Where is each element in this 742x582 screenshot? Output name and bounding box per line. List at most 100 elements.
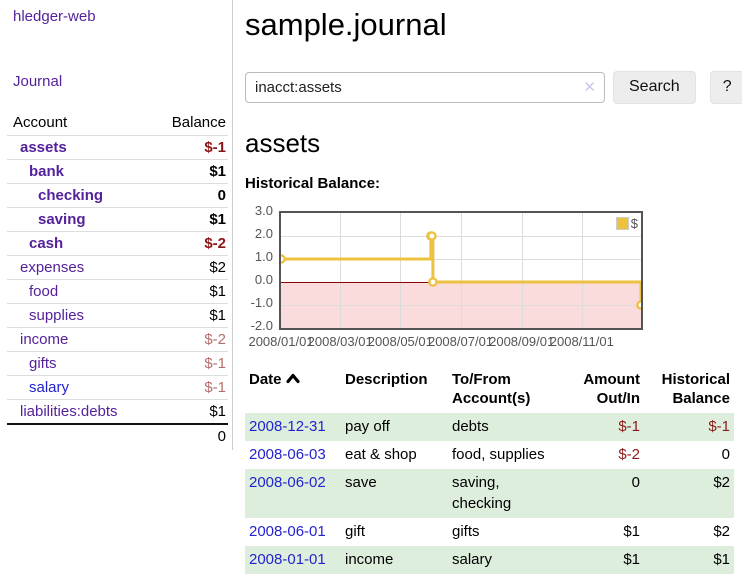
account-balance: $1	[209, 307, 226, 324]
balance-chart: $3.0 2.0 1.0 0.0 -1.0 -2.0 2008/01/01 2008/03/0…	[245, 203, 649, 356]
transaction-row: 2008-06-02 save saving, checking 0 $2	[245, 469, 734, 518]
transaction-row: 2008-06-03 eat & shop food, supplies $-2 0	[245, 441, 734, 469]
transaction-accounts: saving, checking	[452, 474, 512, 512]
transaction-accounts: salary	[452, 551, 493, 569]
chart-legend: $	[615, 215, 638, 231]
chart-plot-area: $	[279, 210, 643, 330]
account-row: expenses $2	[7, 255, 228, 280]
balance-column-header: Balance	[171, 114, 226, 131]
transaction-row: 2008-12-31 pay off debts $-1 $-1	[245, 412, 734, 442]
transaction-accounts: gifts	[452, 522, 480, 540]
account-balance: $2	[209, 259, 226, 276]
series-line	[281, 234, 641, 305]
transaction-accounts: food, supplies	[452, 446, 545, 464]
account-link[interactable]: gifts	[29, 355, 57, 372]
v-gridline	[521, 212, 523, 328]
register-body: 2008-12-31 pay off debts $-1 $-1 2008-06-03 ea…	[245, 412, 734, 575]
x-axis-tick-label: 2008/07/01	[427, 333, 494, 349]
transaction-date-link[interactable]: 2008-01-01	[249, 551, 326, 569]
account-link[interactable]: liabilities:debts	[20, 403, 118, 420]
sidebar: hledger-web Journal Account Balance asse…	[0, 0, 233, 450]
account-link[interactable]: food	[29, 283, 59, 300]
v-gridline	[340, 212, 342, 328]
x-axis-tick-label: 2008/03/01	[307, 333, 373, 349]
total-row: 0	[7, 424, 228, 448]
transaction-date-link[interactable]: 2008-06-02	[249, 474, 326, 492]
data-point-marker	[281, 254, 286, 264]
transaction-description: gift	[345, 522, 366, 540]
transaction-amount: $-1	[618, 417, 640, 435]
transaction-description: eat & shop	[345, 446, 417, 464]
transaction-description: income	[345, 551, 394, 569]
accounts-column-header: To/From Account(s)	[452, 370, 531, 408]
account-row: food $1	[7, 279, 228, 304]
x-axis-tick-label: 2008/01/01	[248, 333, 314, 349]
transaction-amount: 0	[631, 474, 640, 492]
transaction-balance: $-1	[708, 417, 730, 435]
account-link[interactable]: expenses	[20, 259, 85, 276]
account-link[interactable]: assets	[20, 139, 67, 156]
account-link[interactable]: saving	[38, 211, 86, 228]
register-header-row: Date Description To/From Account(s) Amou…	[245, 368, 734, 413]
account-link[interactable]: cash	[29, 235, 64, 252]
legend-label: $	[630, 215, 638, 231]
account-heading: assets	[245, 127, 321, 158]
account-row: saving $1	[7, 207, 228, 232]
transaction-balance: $2	[713, 522, 730, 540]
v-gridline	[460, 212, 462, 328]
app-brand-link[interactable]: hledger-web	[13, 8, 96, 25]
y-axis-tick-label: 0.0	[254, 271, 273, 287]
data-point-marker	[427, 231, 437, 241]
sidebar-accounts-body: assets $-1 bank $1 checking 0 saving $1 cash $-2 e…	[7, 135, 228, 425]
balance-column-header-main: Historical Balance	[661, 370, 730, 408]
legend-swatch-icon	[615, 216, 629, 230]
y-axis-tick-label: 1.0	[254, 248, 273, 264]
transaction-date-link[interactable]: 2008-12-31	[249, 417, 326, 435]
search-button[interactable]: Search	[613, 70, 696, 104]
transaction-row: 2008-06-01 gift gifts $1 $2	[245, 518, 734, 546]
account-row: cash $-2	[7, 231, 228, 256]
transaction-balance: 0	[721, 446, 730, 464]
data-point-marker	[428, 277, 438, 287]
transaction-description: save	[345, 474, 377, 492]
account-balance: $1	[209, 163, 226, 180]
account-row: gifts $-1	[7, 351, 228, 376]
account-balance: $-1	[204, 139, 226, 156]
account-link[interactable]: bank	[29, 163, 65, 180]
account-balance: $1	[209, 211, 226, 228]
transaction-row: 2008-01-01 income salary $1 $1	[245, 546, 734, 575]
total-balance: 0	[217, 428, 226, 445]
chart-title: Historical Balance:	[245, 174, 381, 192]
account-row: liabilities:debts $1	[7, 399, 228, 425]
y-axis-tick-label: -2.0	[250, 317, 273, 333]
account-row: income $-2	[7, 327, 228, 352]
account-row: bank $1	[7, 159, 228, 184]
date-column-header[interactable]: Date	[245, 368, 341, 413]
search-input[interactable]	[245, 71, 605, 103]
transaction-amount: $-2	[618, 446, 640, 464]
x-axis-tick-label: 2008/09/01	[489, 333, 555, 349]
account-link[interactable]: supplies	[29, 307, 85, 324]
account-link[interactable]: salary	[29, 379, 70, 396]
amount-column-header: Amount Out/In	[583, 370, 640, 408]
transaction-date-link[interactable]: 2008-06-01	[249, 522, 326, 540]
account-balance: 0	[217, 187, 226, 204]
transaction-accounts: debts	[452, 417, 489, 435]
transaction-description: pay off	[345, 417, 390, 435]
x-axis-tick-label: 2008/05/01	[367, 333, 433, 349]
help-button[interactable]: ?	[709, 70, 742, 104]
account-link[interactable]: income	[20, 331, 69, 348]
register-table: Date Description To/From Account(s) Amou…	[245, 368, 734, 575]
search-form: ✕ Search ?	[245, 70, 742, 104]
clear-search-icon[interactable]: ✕	[583, 78, 596, 96]
v-gridline	[400, 212, 402, 328]
transaction-date-link[interactable]: 2008-06-03	[249, 446, 326, 464]
account-link[interactable]: checking	[38, 187, 104, 204]
account-balance-table: Account Balance assets $-1 bank $1 checking 0…	[7, 112, 228, 448]
sidebar-item-journal[interactable]: Journal	[13, 73, 63, 90]
account-balance: $-1	[204, 355, 226, 372]
account-row: supplies $1	[7, 303, 228, 328]
sort-ascending-icon	[285, 370, 300, 390]
account-table-header: Account Balance	[7, 112, 228, 136]
account-row: assets $-1	[7, 135, 228, 160]
